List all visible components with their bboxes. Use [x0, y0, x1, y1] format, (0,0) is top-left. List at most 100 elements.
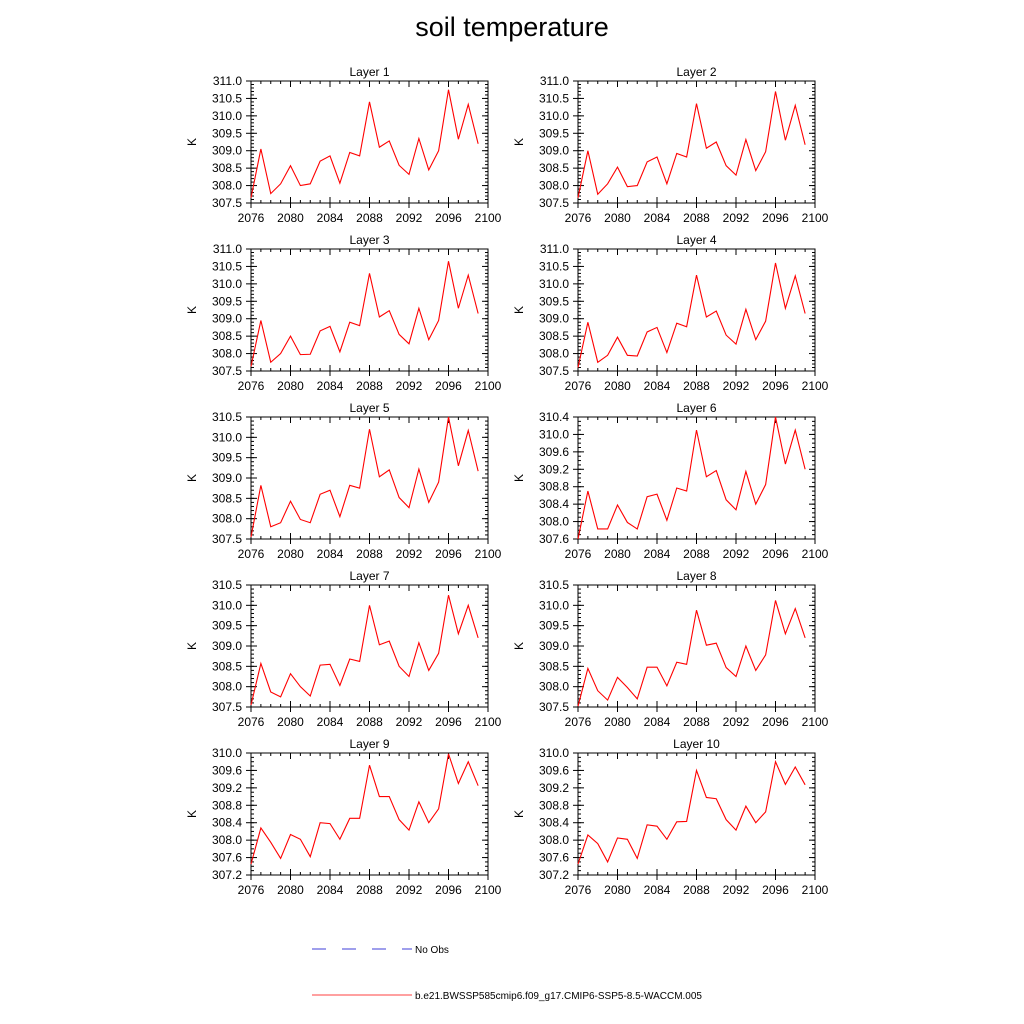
panel-7-xtick-label: 2096	[435, 715, 462, 729]
panel-5-title: Layer 5	[349, 401, 389, 415]
panel-8-ytick-label: 309.0	[539, 639, 569, 653]
panel-5-ytick-label: 308.5	[212, 491, 242, 505]
panel-5-ytick-label: 308.0	[212, 512, 242, 526]
panel-6-xtick-label: 2096	[762, 547, 789, 561]
panel-10-ylabel: K	[512, 810, 526, 818]
panel-4-ytick-label: 307.5	[539, 364, 569, 378]
panel-9-xtick-label: 2088	[356, 883, 383, 897]
panel-10-xtick-label: 2092	[723, 883, 750, 897]
panel-4-title: Layer 4	[676, 233, 716, 247]
panel-3-ytick-label: 311.0	[213, 242, 242, 256]
panel-2-ytick-label: 309.5	[539, 126, 569, 140]
panel-6-ytick-label: 307.6	[539, 532, 569, 546]
panel-8-ytick-label: 309.5	[539, 619, 569, 633]
panel-7-ylabel: K	[185, 642, 199, 650]
panel-8-xtick-label: 2080	[604, 715, 631, 729]
panel-2-title: Layer 2	[676, 65, 716, 79]
panel-10-ytick-label: 309.2	[539, 781, 569, 795]
legend-model-label: b.e21.BWSSP585cmip6.f09_g17.CMIP6-SSP5-8…	[415, 991, 702, 1002]
panel-6-xtick-label: 2092	[723, 547, 750, 561]
panel-8-frame	[577, 584, 816, 708]
panel-3-ytick-label: 309.5	[212, 294, 242, 308]
panel-9-title: Layer 9	[349, 737, 389, 751]
panel-2-xtick-label: 2084	[644, 211, 671, 225]
panel-1-xtick-label: 2100	[475, 211, 502, 225]
panel-3-frame	[250, 248, 489, 372]
panel-7-xtick-label: 2084	[317, 715, 344, 729]
panel-1-frame	[250, 80, 489, 204]
panel-2-xtick-label: 2080	[604, 211, 631, 225]
panel-8-title: Layer 8	[676, 569, 716, 583]
panel-3-xtick-label: 2076	[238, 379, 265, 393]
panel-6-ytick-label: 308.0	[539, 515, 569, 529]
panel-6-xtick-label: 2076	[565, 547, 592, 561]
panel-10-ytick-label: 307.2	[539, 868, 569, 882]
panel-6-ytick-label: 308.4	[539, 497, 569, 511]
panel-10-ytick-label: 310.0	[539, 746, 569, 760]
panel-1-xtick-label: 2092	[396, 211, 423, 225]
panel-5-series-line	[250, 416, 479, 538]
panel-10-series-line	[577, 759, 806, 865]
panel-5-xtick-label: 2092	[396, 547, 423, 561]
panel-10-xtick-label: 2096	[762, 883, 789, 897]
panel-7-ytick-label: 308.5	[212, 659, 242, 673]
panel-1-ytick-label: 308.0	[212, 179, 242, 193]
panel-6-ytick-label: 308.8	[539, 480, 569, 494]
panel-3-ytick-label: 309.0	[212, 312, 242, 326]
panel-9-xtick-label: 2076	[238, 883, 265, 897]
panel-4-xtick-label: 2084	[644, 379, 671, 393]
panel-7-xtick-label: 2088	[356, 715, 383, 729]
panel-3-xtick-label: 2096	[435, 379, 462, 393]
panel-1-ytick-label: 310.5	[212, 91, 242, 105]
panel-4-ytick-label: 310.5	[539, 259, 569, 273]
panel-5-ytick-label: 310.5	[212, 410, 242, 424]
panel-7-ytick-label: 309.0	[212, 639, 242, 653]
panel-2-series-line	[577, 91, 806, 198]
panel-7-series-line	[250, 595, 479, 706]
panel-1-title: Layer 1	[349, 65, 389, 79]
panel-5-xtick-label: 2084	[317, 547, 344, 561]
panel-7-ytick-label: 307.5	[212, 700, 242, 714]
panel-1-xtick-label: 2084	[317, 211, 344, 225]
panel-8-xtick-label: 2088	[683, 715, 710, 729]
panel-5-ytick-label: 307.5	[212, 532, 242, 546]
panel-10-ytick-label: 308.8	[539, 798, 569, 812]
panel-1-ytick-label: 308.5	[212, 161, 242, 175]
panel-1-series-line	[250, 89, 479, 198]
panel-5-ylabel: K	[185, 474, 199, 482]
panel-9-xtick-label: 2092	[396, 883, 423, 897]
panel-8-xtick-label: 2100	[802, 715, 829, 729]
panel-10-xtick-label: 2080	[604, 883, 631, 897]
panel-4-ytick-label: 311.0	[540, 242, 569, 256]
panel-1-ytick-label: 309.0	[212, 144, 242, 158]
panel-9-ylabel: K	[185, 810, 199, 818]
panel-9-xtick-label: 2100	[475, 883, 502, 897]
panel-1-ytick-label: 309.5	[212, 126, 242, 140]
panel-1-ytick-label: 310.0	[212, 109, 242, 123]
panel-5-xtick-label: 2088	[356, 547, 383, 561]
panel-3-xtick-label: 2100	[475, 379, 502, 393]
panel-8-ytick-label: 308.0	[539, 680, 569, 694]
panel-3-ytick-label: 310.5	[212, 259, 242, 273]
panel-2-xtick-label: 2096	[762, 211, 789, 225]
panel-9-ytick-label: 310.0	[212, 746, 242, 760]
panel-2-xtick-label: 2088	[683, 211, 710, 225]
panel-4-series-line	[577, 262, 806, 368]
panel-1-ylabel: K	[185, 138, 199, 146]
panel-8-xtick-label: 2076	[565, 715, 592, 729]
panel-9-series-line	[250, 753, 479, 865]
panel-7-xtick-label: 2092	[396, 715, 423, 729]
panel-6-ytick-label: 309.6	[539, 445, 569, 459]
panel-6-ylabel: K	[512, 474, 526, 482]
panel-5-xtick-label: 2076	[238, 547, 265, 561]
panel-9-xtick-label: 2096	[435, 883, 462, 897]
panel-4-ytick-label: 308.0	[539, 347, 569, 361]
panel-8-ytick-label: 308.5	[539, 659, 569, 673]
panel-2-ytick-label: 310.0	[539, 109, 569, 123]
panel-1-xtick-label: 2076	[238, 211, 265, 225]
panel-4-xtick-label: 2080	[604, 379, 631, 393]
panel-4-ytick-label: 309.5	[539, 294, 569, 308]
panel-5-ytick-label: 310.0	[212, 430, 242, 444]
panel-7-ytick-label: 309.5	[212, 619, 242, 633]
